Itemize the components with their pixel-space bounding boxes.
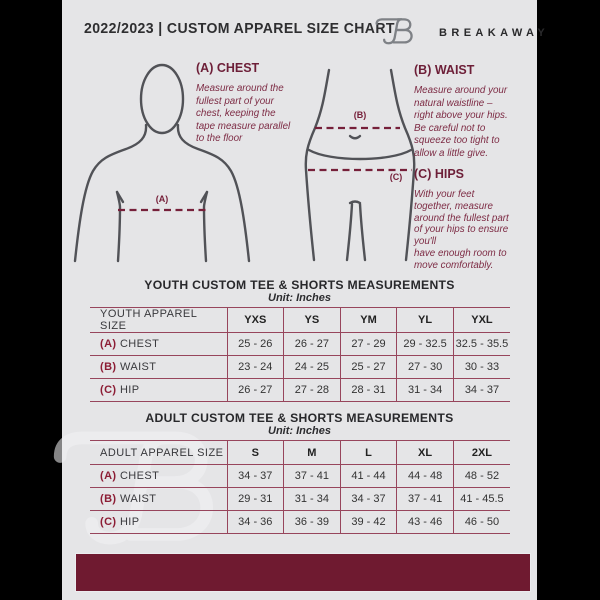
row-prefix: (C) <box>100 516 117 528</box>
table-cell: 37 - 41 <box>396 487 454 511</box>
row-label: (A) CHEST <box>90 465 227 488</box>
breakaway-watermark-icon <box>53 431 214 545</box>
row-name: CHEST <box>119 338 160 350</box>
row-label: (B) WAIST <box>90 488 227 511</box>
size-chart-document: 2022/2023 | CUSTOM APPAREL SIZE CHART BR… <box>53 0 545 600</box>
table-cell: 46 - 50 <box>452 510 510 534</box>
table-cell: 34 - 37 <box>452 378 510 402</box>
table-cell: 27 - 29 <box>339 332 397 356</box>
table-cell: 39 - 42 <box>339 510 397 534</box>
youth-size-table: YOUTH APPAREL SIZE YXS YS YM YL YXL (A) … <box>90 307 510 402</box>
torso-diagram <box>73 63 251 263</box>
row-label: (C) HIP <box>90 379 227 402</box>
table-cell: 25 - 26 <box>226 332 284 356</box>
table-cell: 41 - 45.5 <box>452 487 510 511</box>
hips-heading: (C) HIPS <box>414 167 464 181</box>
adult-size-m: M <box>283 440 341 465</box>
adult-chest-row: (A) CHEST 34 - 37 37 - 41 41 - 44 44 - 4… <box>90 464 510 488</box>
youth-hip-row: (C) HIP 26 - 27 27 - 28 28 - 31 31 - 34 … <box>90 378 510 402</box>
table-cell: 48 - 52 <box>452 464 510 488</box>
footer-accent-bar <box>75 553 531 592</box>
row-name: CHEST <box>119 470 160 482</box>
table-cell: 44 - 48 <box>396 464 454 488</box>
hips-instructions: With your feet together, measure around … <box>414 189 509 271</box>
table-cell: 23 - 24 <box>226 355 284 379</box>
youth-waist-row: (B) WAIST 23 - 24 24 - 25 25 - 27 27 - 3… <box>90 355 510 379</box>
adult-waist-row: (B) WAIST 29 - 31 31 - 34 34 - 37 37 - 4… <box>90 487 510 511</box>
table-cell: 37 - 41 <box>283 464 341 488</box>
adult-table-title: ADULT CUSTOM TEE & SHORTS MEASUREMENTS <box>145 411 454 425</box>
table-cell: 27 - 30 <box>396 355 454 379</box>
lower-body-diagram <box>304 68 416 262</box>
table-cell: 32.5 - 35.5 <box>452 332 510 356</box>
adult-header-row: ADULT APPAREL SIZE S M L XL 2XL <box>90 440 510 465</box>
adult-size-header-cell: ADULT APPAREL SIZE <box>100 446 224 459</box>
breakaway-b-logo-icon <box>375 18 413 45</box>
youth-size-header-cell: YOUTH APPAREL SIZE <box>100 308 197 332</box>
table-cell: 27 - 28 <box>283 378 341 402</box>
waist-line-label: (B) <box>353 110 367 120</box>
row-prefix: (B) <box>100 361 117 373</box>
chest-instructions: Measure around the fullest part of your … <box>196 83 291 145</box>
youth-size-ym: YM <box>339 307 397 333</box>
adult-size-2xl: 2XL <box>452 440 510 465</box>
page-title: 2022/2023 | CUSTOM APPAREL SIZE CHART <box>84 21 395 37</box>
adult-size-table: ADULT APPAREL SIZE S M L XL 2XL (A) CHES… <box>90 440 510 534</box>
youth-header-row: YOUTH APPAREL SIZE YXS YS YM YL YXL <box>90 307 510 333</box>
table-cell: 34 - 37 <box>226 464 284 488</box>
table-cell: 31 - 34 <box>396 378 454 402</box>
brand-name: BREAKAWAY <box>439 27 550 39</box>
youth-size-ys: YS <box>283 307 341 333</box>
table-cell: 30 - 33 <box>452 355 510 379</box>
table-cell: 34 - 36 <box>226 510 284 534</box>
youth-table-unit: Unit: Inches <box>268 292 331 304</box>
youth-size-yxl: YXL <box>452 307 510 333</box>
table-cell: 36 - 39 <box>283 510 341 534</box>
row-label: (C) HIP <box>90 511 227 534</box>
table-cell: 29 - 32.5 <box>396 332 454 356</box>
table-cell: 24 - 25 <box>283 355 341 379</box>
row-label: (A) CHEST <box>90 333 227 356</box>
content-layer: 2022/2023 | CUSTOM APPAREL SIZE CHART BR… <box>62 0 545 600</box>
row-name: HIP <box>119 516 140 528</box>
hips-line-label: (C) <box>389 172 403 182</box>
row-prefix: (A) <box>100 338 117 350</box>
row-prefix: (C) <box>100 384 117 396</box>
table-cell: 31 - 34 <box>283 487 341 511</box>
row-name: WAIST <box>119 493 157 505</box>
adult-size-l: L <box>339 440 397 465</box>
adult-size-s: S <box>226 440 284 465</box>
chest-line-label: (A) <box>155 194 169 204</box>
row-name: WAIST <box>119 361 157 373</box>
table-cell: 25 - 27 <box>339 355 397 379</box>
table-cell: 26 - 27 <box>226 378 284 402</box>
adult-hip-row: (C) HIP 34 - 36 36 - 39 39 - 42 43 - 46 … <box>90 510 510 534</box>
adult-table-unit: Unit: Inches <box>268 425 331 437</box>
row-prefix: (A) <box>100 470 117 482</box>
row-prefix: (B) <box>100 493 117 505</box>
table-cell: 26 - 27 <box>283 332 341 356</box>
youth-table-title: YOUTH CUSTOM TEE & SHORTS MEASUREMENTS <box>144 278 455 292</box>
waist-heading: (B) WAIST <box>414 63 475 77</box>
table-cell: 41 - 44 <box>339 464 397 488</box>
chest-heading: (A) CHEST <box>196 61 260 75</box>
row-label: (B) WAIST <box>90 356 227 379</box>
table-cell: 29 - 31 <box>226 487 284 511</box>
table-cell: 28 - 31 <box>339 378 397 402</box>
waist-instructions: Measure around your natural waistline – … <box>414 85 508 159</box>
youth-chest-row: (A) CHEST 25 - 26 26 - 27 27 - 29 29 - 3… <box>90 332 510 356</box>
table-cell: 34 - 37 <box>339 487 397 511</box>
row-name: HIP <box>119 384 140 396</box>
youth-size-yl: YL <box>396 307 454 333</box>
table-cell: 43 - 46 <box>396 510 454 534</box>
youth-size-yxs: YXS <box>226 307 284 333</box>
adult-size-xl: XL <box>396 440 454 465</box>
